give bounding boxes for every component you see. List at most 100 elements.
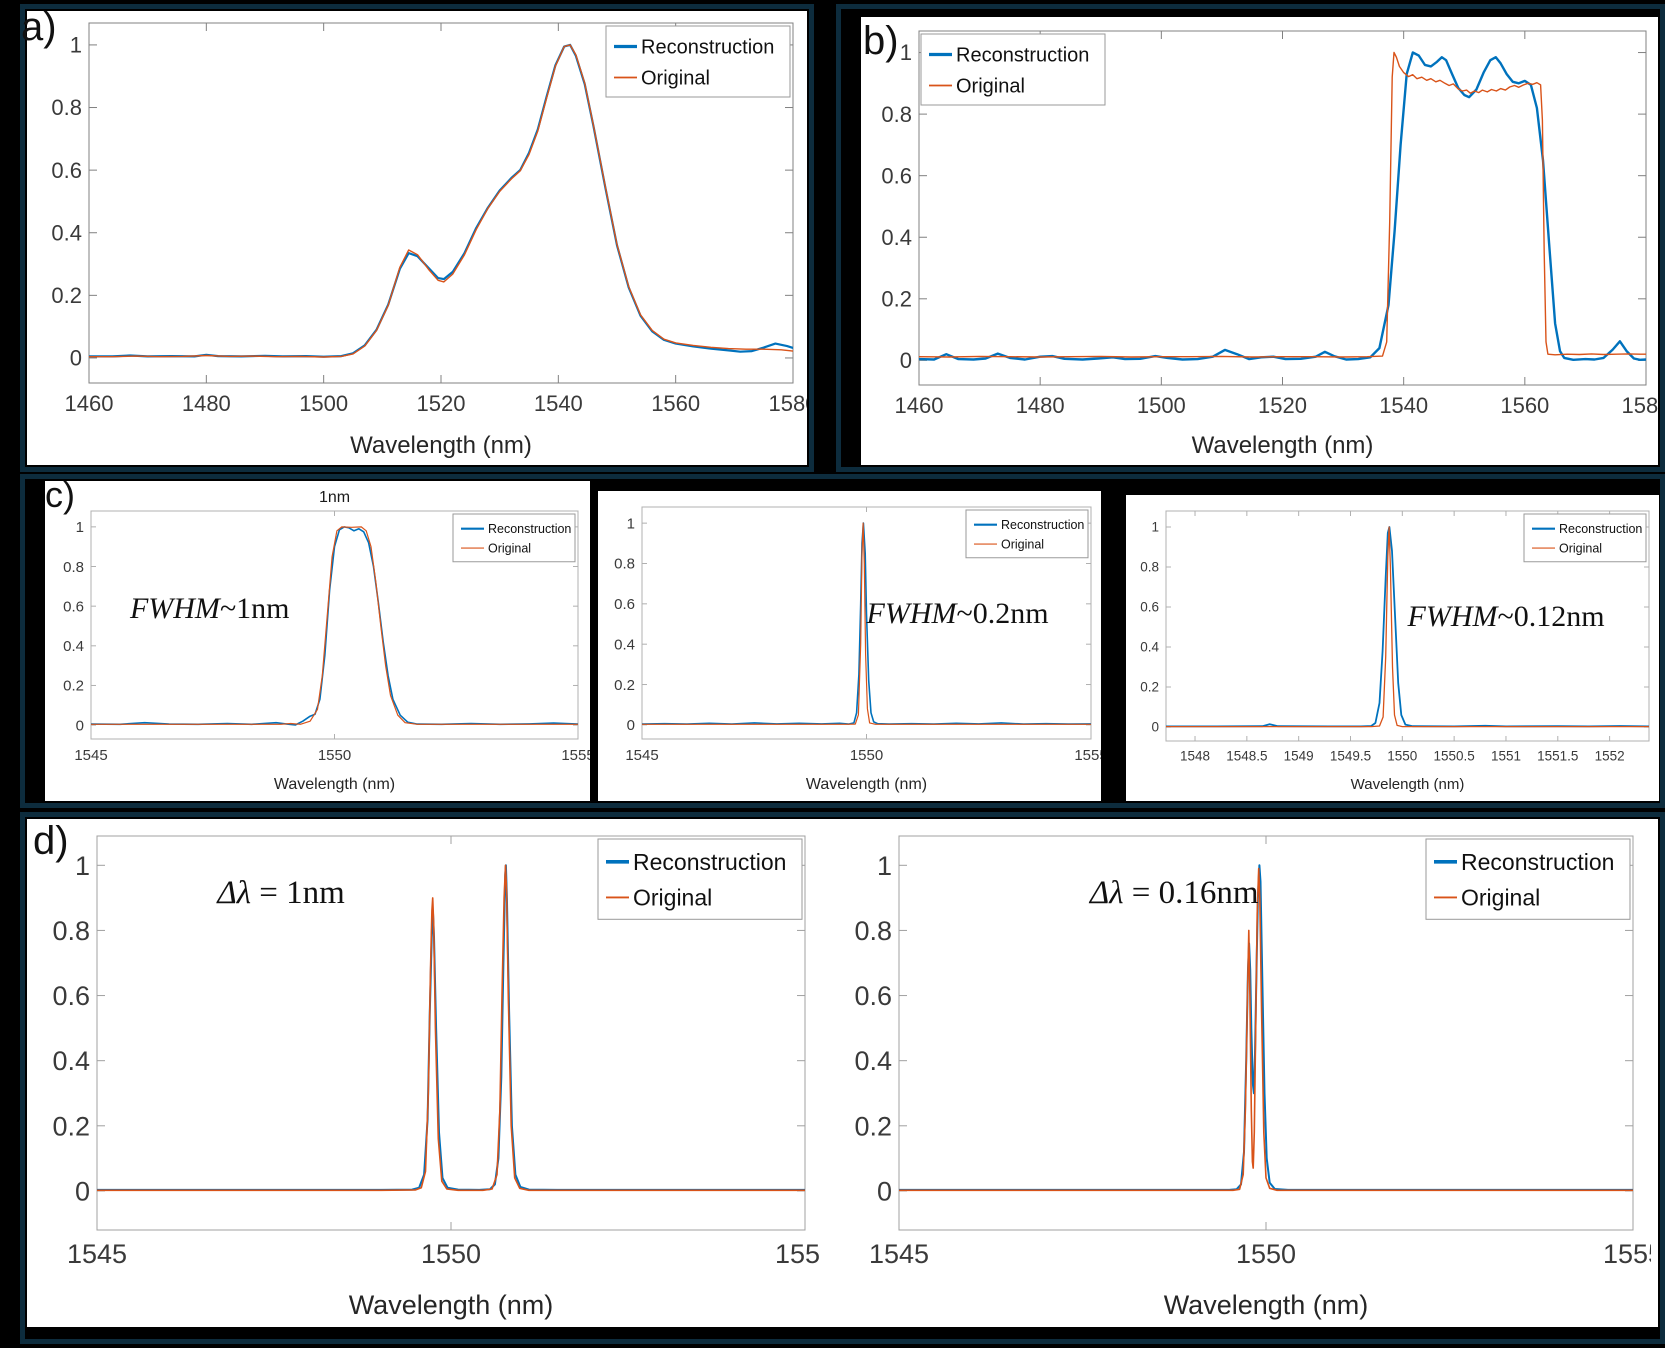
x-tick-label: 1549.5 [1330,749,1371,764]
series-original [97,864,805,1192]
x-tick-label: 1500 [1137,393,1186,418]
series-original [919,51,1646,358]
legend-box [1425,838,1631,920]
y-tick-label: 0 [70,346,82,371]
y-tick-label: 0.2 [614,677,635,694]
series-original [91,526,578,725]
legend-label: Original [1559,541,1602,555]
x-tick-label: 1552 [1595,749,1625,764]
y-tick-label: 0 [900,348,912,373]
series-original [899,867,1633,1192]
legend-label: Original [1461,885,1540,911]
y-tick-label: 0.6 [881,163,912,188]
y-tick-label: 0.8 [51,95,82,120]
chart-d2: 1545 1550 1555 0 0.2 0.4 0.6 0.8 1 Wavelength (nm… [823,820,1651,1326]
x-tick-label: 1549 [1284,749,1314,764]
panel-d: 1545 1550 1555 0 0.2 0.4 0.6 0.8 1 Wavelength (nm… [20,812,1665,1344]
legend-label: Reconstruction [956,45,1089,67]
x-tick-label: 1545 [625,747,658,764]
legend-label: Reconstruction [633,849,786,875]
x-axis-label: Wavelength (nm) [350,432,532,459]
series-group [89,43,793,358]
x-tick-label: 1545 [869,1239,929,1269]
series-reconstruction [919,51,1646,361]
x-tick-label: 1548 [1180,749,1210,764]
series-group [1166,526,1649,728]
annotation: FWHM~1nm [129,592,290,625]
y-tick-label: 0.8 [854,916,892,946]
x-axis-label: Wavelength (nm) [806,776,927,793]
legend-box [920,33,1106,106]
panel-c2-figure-area: 1545 1550 1555 0 0.2 0.4 0.6 0.8 1 Wavelength (nm… [598,491,1101,801]
chart-title: 1nm [319,489,350,506]
y-tick-label: 0.4 [52,1046,90,1076]
y-tick-label: 0.8 [52,916,90,946]
y-tick-label: 0.2 [854,1111,892,1141]
x-tick-label: 1545 [67,1239,127,1269]
annotation: Δλ = 0.16nm [1088,875,1259,911]
chart-c2: 1545 1550 1555 0 0.2 0.4 0.6 0.8 1 Wavelength (nm… [598,491,1101,801]
x-tick-label: 1480 [1016,393,1065,418]
legend-box [452,513,576,563]
legend-label: Reconstruction [1001,518,1084,532]
x-tick-label: 1460 [895,393,944,418]
series-original [89,44,793,358]
y-tick-label: 0 [75,1176,90,1206]
x-tick-label: 1540 [534,391,583,416]
y-tick-label: 0.2 [1140,680,1159,695]
y-tick-label: 0.2 [51,283,82,308]
y-tick-label: 0 [627,717,635,734]
series-group [97,864,805,1192]
y-tick-label: 0.4 [51,220,82,245]
x-tick-label: 1555 [1603,1239,1651,1269]
x-tick-label: 1555 [775,1239,819,1269]
x-tick-label: 1550.5 [1433,749,1474,764]
series-group [899,864,1633,1192]
y-tick-label: 0.8 [881,102,912,127]
legend: Reconstruction Original [452,513,576,563]
legend: Reconstruction Original [597,838,803,920]
y-tick-label: 0.4 [1140,640,1159,655]
series-group [91,526,578,726]
y-tick-label: 0 [1151,720,1159,735]
y-tick-label: 0.2 [63,678,84,695]
annotation: FWHM~0.2nm [866,597,1049,630]
x-tick-label: 1520 [1258,393,1307,418]
y-tick-label: 0.8 [614,556,635,573]
panel-c3-figure-area: 1548 1548.5 1549 1549.5 1550 1550.5 1551 1551.5… [1126,495,1659,801]
legend-label: Reconstruction [488,522,571,536]
series-group [919,51,1646,361]
panel-c-label: c) [45,474,75,515]
legend-label: Original [633,885,712,911]
legend-label: Original [641,68,710,90]
x-tick-label: 1548.5 [1226,749,1267,764]
y-tick-label: 0.6 [614,596,635,613]
panel-d-figure-area: 1545 1550 1555 0 0.2 0.4 0.6 0.8 1 Wavelength (nm… [27,819,1658,1327]
axes-box [1165,510,1650,742]
chart-c3: 1548 1548.5 1549 1549.5 1550 1550.5 1551 1551.5… [1126,495,1659,801]
y-tick-label: 0.6 [52,981,90,1011]
chart-c1: 1545 1550 1555 0 0.2 0.4 0.6 0.8 1 Wavelength (nm… [45,481,590,801]
legend-label: Reconstruction [1461,849,1614,875]
y-tick-label: 0.8 [63,559,84,576]
x-tick-label: 1550 [421,1239,481,1269]
legend: Reconstruction Original [965,509,1089,559]
series-original [1166,526,1649,728]
panel-b-label: b) [863,19,899,63]
legend-box [597,838,803,920]
x-tick-label: 1520 [417,391,466,416]
y-tick-label: 0.8 [1140,560,1159,575]
panel-c: 1545 1550 1555 0 0.2 0.4 0.6 0.8 1 Wavelength (nm… [20,474,1665,808]
legend-label: Original [1001,537,1044,551]
y-tick-label: 1 [627,515,635,532]
panel-d-label: d) [33,819,69,863]
y-tick-label: 0.6 [63,598,84,615]
x-tick-label: 1550 [1387,749,1417,764]
legend-box [965,509,1089,559]
